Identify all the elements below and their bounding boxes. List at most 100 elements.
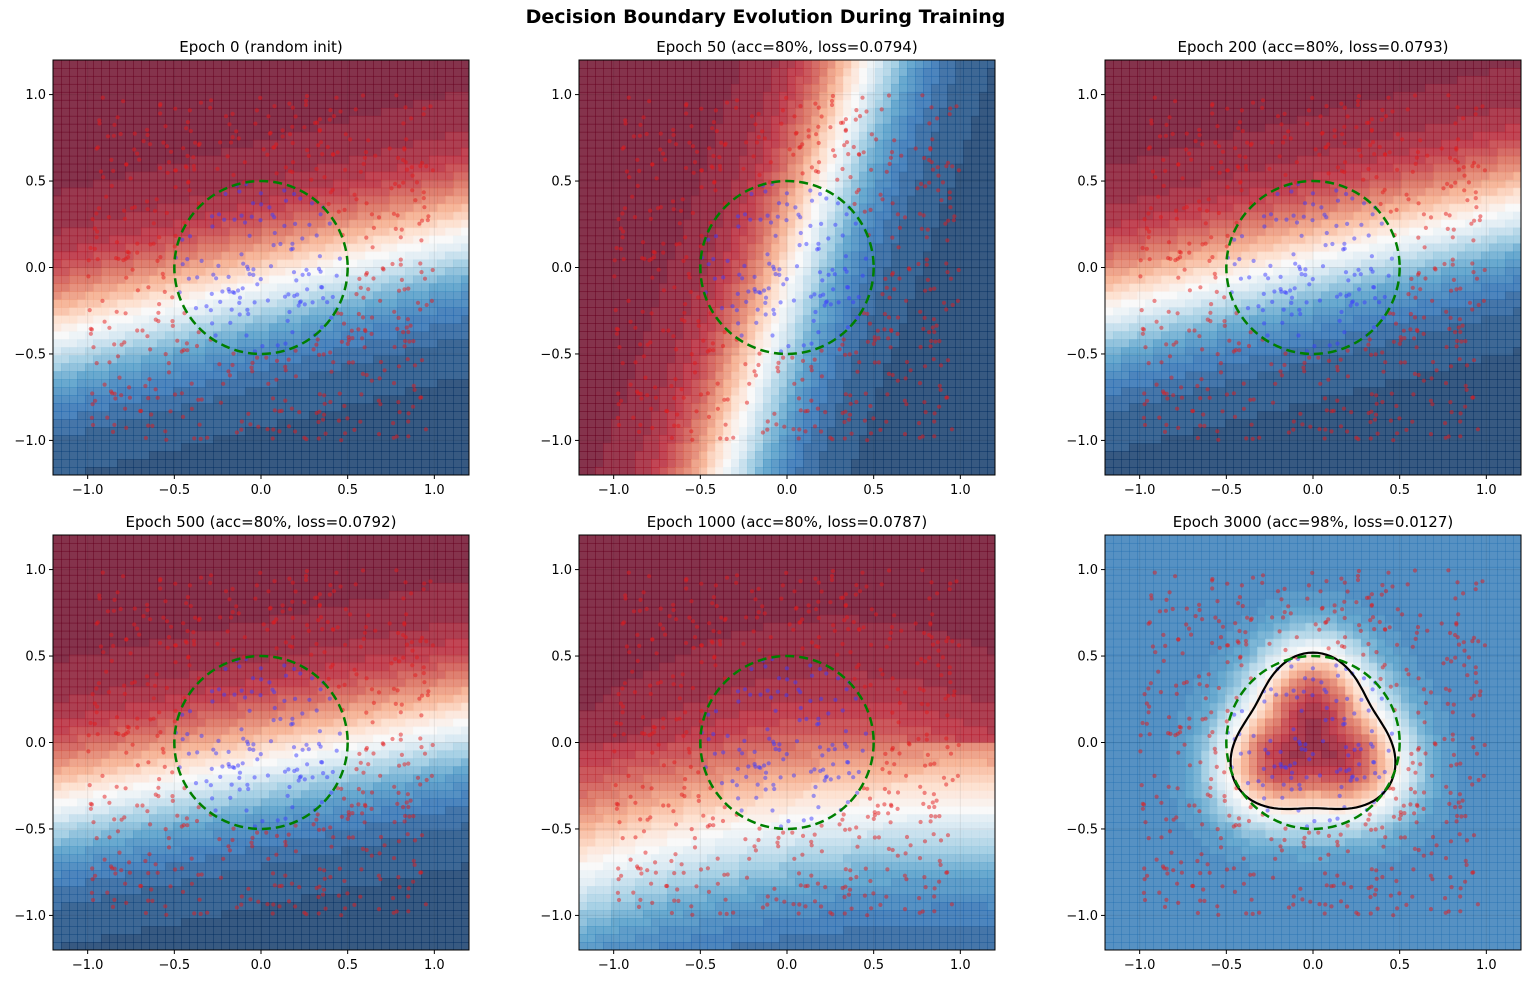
- point-class-1: [1238, 276, 1243, 281]
- point-class-1: [739, 333, 744, 338]
- point-class-0: [925, 752, 931, 758]
- point-class-0: [1354, 600, 1359, 605]
- point-class-0: [398, 257, 403, 262]
- point-class-0: [1445, 701, 1450, 707]
- point-class-0: [1141, 802, 1146, 807]
- point-class-0: [398, 737, 403, 742]
- point-class-0: [787, 147, 792, 152]
- point-class-0: [931, 832, 936, 837]
- point-class-0: [829, 577, 835, 583]
- point-class-1: [334, 748, 339, 753]
- point-class-0: [1283, 647, 1288, 653]
- point-class-0: [744, 875, 750, 880]
- point-class-0: [816, 580, 821, 585]
- point-class-0: [661, 328, 666, 333]
- point-class-0: [426, 689, 431, 694]
- point-class-0: [1329, 409, 1334, 414]
- point-class-0: [1373, 887, 1379, 892]
- point-class-0: [1187, 626, 1192, 631]
- point-class-0: [196, 142, 201, 148]
- point-class-0: [369, 378, 374, 383]
- point-class-0: [892, 138, 897, 143]
- point-class-1: [711, 257, 716, 262]
- point-class-0: [166, 370, 172, 375]
- point-class-0: [922, 315, 927, 320]
- point-class-0: [1455, 160, 1460, 165]
- point-class-0: [1474, 581, 1479, 586]
- point-class-0: [744, 400, 750, 405]
- point-class-1: [797, 718, 802, 723]
- point-class-0: [1141, 415, 1146, 420]
- point-class-0: [321, 412, 327, 417]
- point-class-0: [756, 111, 761, 116]
- point-class-0: [1220, 884, 1225, 889]
- point-class-0: [218, 615, 223, 620]
- point-class-0: [781, 830, 786, 835]
- point-class-1: [1289, 787, 1294, 792]
- point-class-0: [1477, 218, 1482, 223]
- point-class-0: [145, 607, 150, 613]
- point-class-0: [193, 615, 198, 620]
- point-class-0: [1166, 715, 1172, 720]
- point-class-0: [114, 715, 120, 720]
- point-class-1: [258, 218, 263, 223]
- point-class-0: [96, 206, 101, 211]
- point-class-1: [287, 309, 292, 315]
- point-class-0: [696, 798, 701, 804]
- point-class-0: [1445, 181, 1450, 186]
- point-class-0: [1453, 805, 1458, 810]
- point-class-0: [645, 817, 650, 822]
- point-class-0: [208, 573, 214, 578]
- point-class-0: [256, 424, 261, 429]
- point-class-1: [816, 721, 821, 726]
- point-class-0: [1391, 814, 1396, 819]
- point-class-0: [234, 905, 239, 910]
- point-class-0: [401, 121, 406, 126]
- point-class-0: [358, 285, 363, 290]
- point-class-0: [189, 881, 194, 886]
- point-class-0: [186, 180, 191, 185]
- point-class-1: [316, 266, 322, 271]
- point-class-0: [889, 150, 895, 155]
- point-class-0: [1220, 624, 1226, 629]
- point-class-0: [352, 427, 357, 432]
- point-class-0: [424, 302, 429, 308]
- point-class-0: [1196, 674, 1202, 679]
- point-class-1: [778, 300, 783, 305]
- point-class-0: [118, 606, 123, 612]
- point-class-0: [170, 794, 175, 799]
- point-class-0: [1174, 691, 1179, 697]
- point-class-0: [631, 609, 637, 614]
- point-class-0: [418, 261, 423, 266]
- point-class-1: [1302, 676, 1308, 681]
- point-class-0: [1215, 904, 1220, 909]
- point-class-1: [330, 769, 335, 775]
- point-class-0: [364, 201, 369, 206]
- point-class-1: [278, 241, 283, 247]
- point-class-0: [148, 617, 153, 622]
- point-class-1: [835, 676, 841, 681]
- point-class-0: [343, 607, 348, 612]
- point-class-0: [854, 108, 859, 113]
- point-class-1: [752, 749, 757, 755]
- point-class-0: [694, 884, 699, 889]
- point-class-0: [1389, 866, 1394, 871]
- point-class-0: [109, 658, 114, 664]
- point-class-1: [210, 699, 215, 704]
- point-class-0: [280, 603, 285, 608]
- point-class-1: [793, 680, 798, 685]
- point-class-1: [842, 741, 848, 747]
- point-class-0: [274, 852, 279, 857]
- point-class-1: [1310, 666, 1315, 671]
- point-class-0: [1232, 414, 1238, 419]
- point-class-1: [210, 321, 215, 326]
- point-class-0: [1379, 117, 1384, 122]
- point-class-0: [280, 609, 285, 614]
- point-class-0: [687, 615, 692, 620]
- point-class-0: [616, 217, 621, 222]
- point-class-1: [290, 716, 295, 721]
- point-class-0: [897, 225, 903, 230]
- point-class-1: [1345, 221, 1350, 226]
- point-class-0: [250, 360, 255, 365]
- point-class-0: [639, 871, 644, 876]
